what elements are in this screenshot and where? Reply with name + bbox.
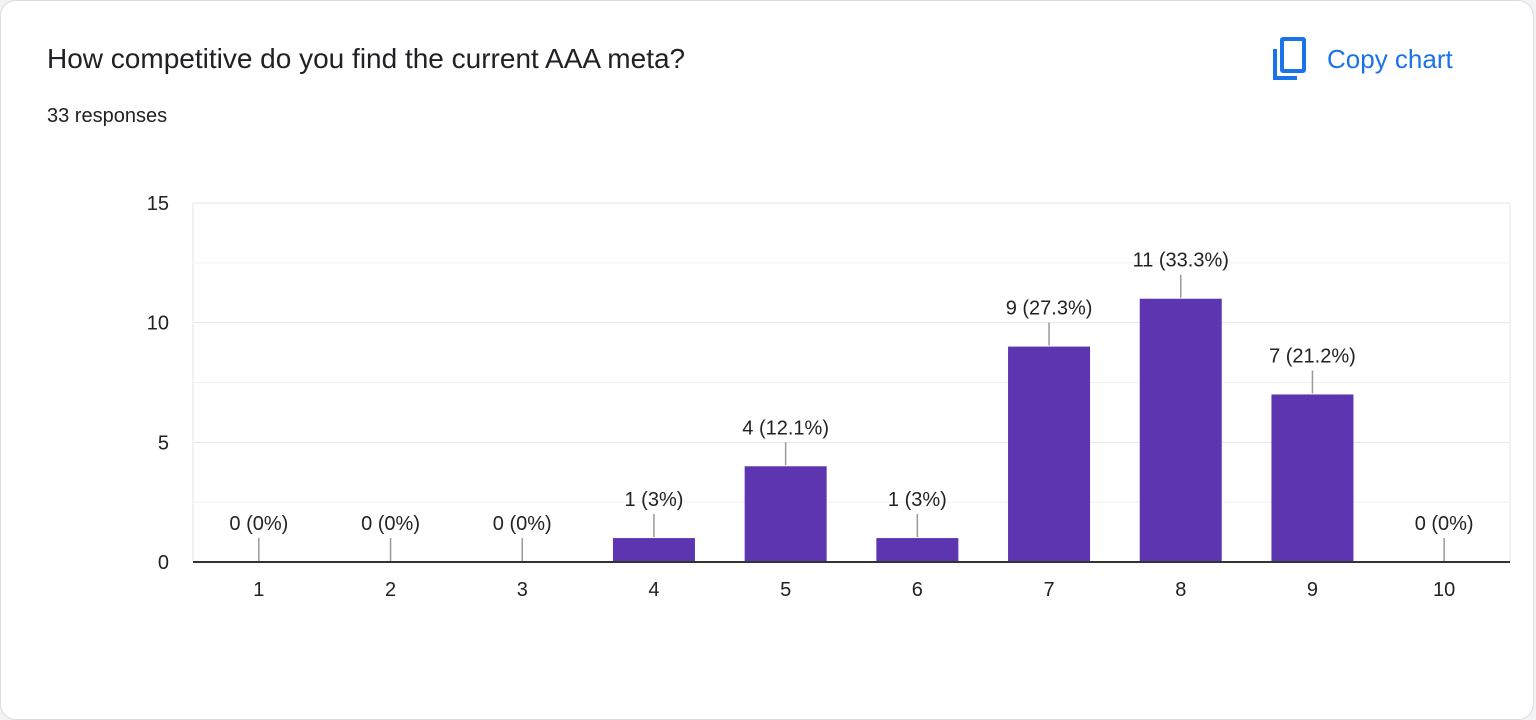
x-tick-label-9: 9 bbox=[1307, 579, 1318, 601]
bar-6 bbox=[876, 538, 959, 562]
copy-chart-label: Copy chart bbox=[1327, 43, 1453, 74]
response-count: 33 responses bbox=[47, 105, 168, 127]
data-label-1: 0 (0%) bbox=[229, 513, 288, 535]
x-tick-label-3: 3 bbox=[517, 579, 528, 601]
x-tick-label-2: 2 bbox=[385, 579, 396, 601]
copy-icon bbox=[1273, 37, 1306, 80]
x-tick-label-8: 8 bbox=[1175, 579, 1186, 601]
data-label-10: 0 (0%) bbox=[1415, 513, 1474, 535]
data-label-7: 9 (27.3%) bbox=[1006, 298, 1093, 320]
bar-5 bbox=[744, 466, 827, 562]
data-label-3: 0 (0%) bbox=[493, 513, 552, 535]
bar-4 bbox=[612, 538, 695, 562]
bar-8 bbox=[1139, 298, 1222, 562]
data-label-6: 1 (3%) bbox=[888, 489, 947, 511]
y-tick-label: 0 bbox=[158, 552, 169, 574]
bar-7 bbox=[1008, 346, 1091, 562]
copy-chart-button[interactable]: Copy chart bbox=[1263, 33, 1461, 85]
y-tick-label: 15 bbox=[147, 193, 169, 215]
y-tick-label: 10 bbox=[147, 313, 169, 335]
bar-9 bbox=[1271, 394, 1354, 562]
x-tick-label-1: 1 bbox=[253, 579, 264, 601]
y-tick-label: 5 bbox=[158, 432, 169, 454]
data-label-4: 1 (3%) bbox=[624, 489, 683, 511]
x-tick-label-10: 10 bbox=[1433, 579, 1455, 601]
x-tick-label-5: 5 bbox=[780, 579, 791, 601]
x-tick-label-7: 7 bbox=[1043, 579, 1054, 601]
chart-title: How competitive do you find the current … bbox=[47, 43, 686, 74]
data-label-9: 7 (21.2%) bbox=[1269, 345, 1356, 367]
data-label-5: 4 (12.1%) bbox=[742, 417, 829, 439]
x-tick-label-6: 6 bbox=[912, 579, 923, 601]
x-tick-label-4: 4 bbox=[648, 579, 659, 601]
data-label-2: 0 (0%) bbox=[361, 513, 420, 535]
data-label-8: 11 (33.3%) bbox=[1133, 250, 1229, 272]
